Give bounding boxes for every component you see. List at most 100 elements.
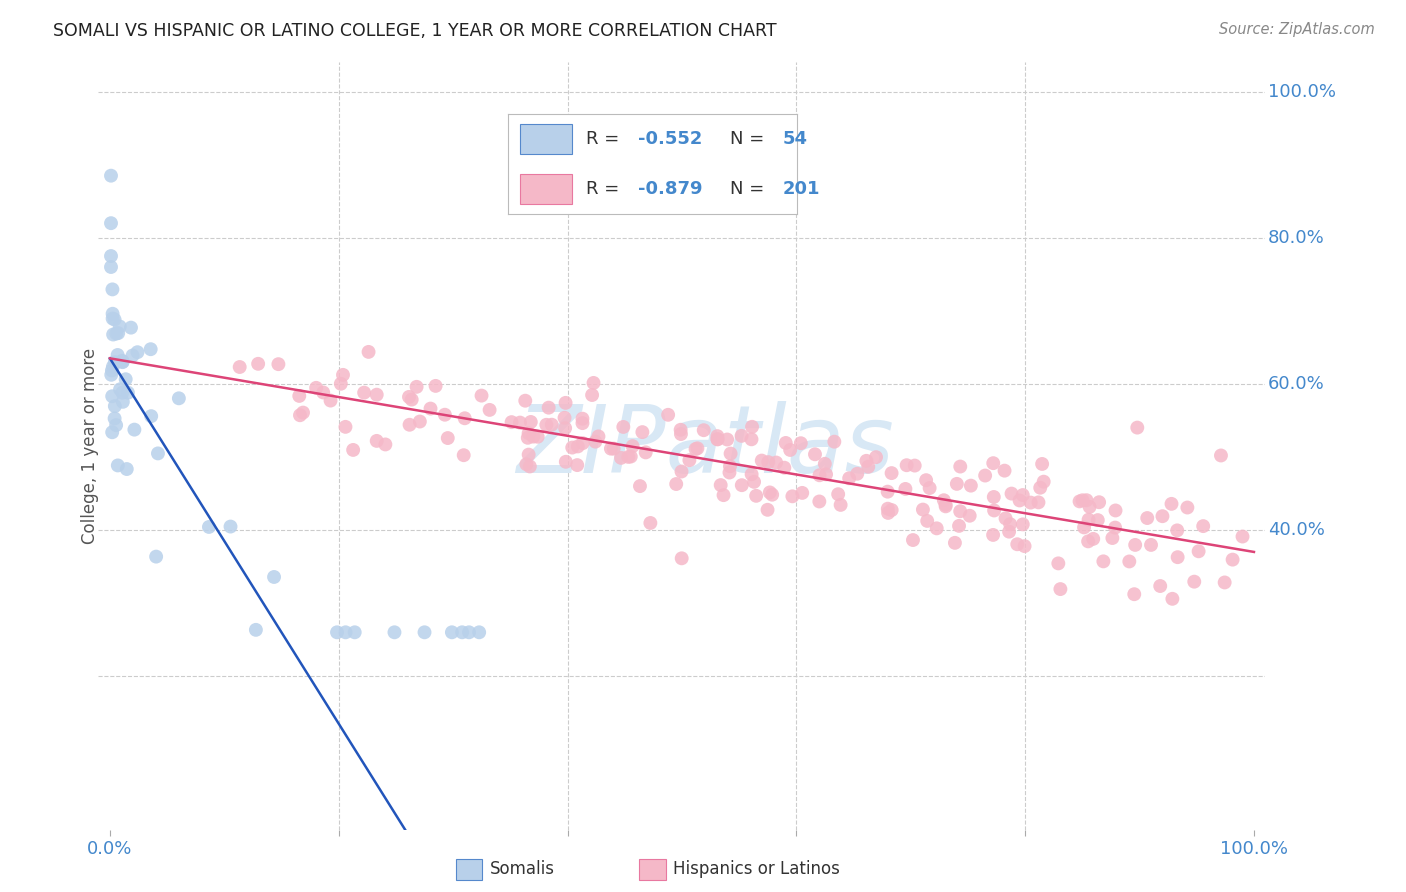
Point — [554, 396, 576, 410]
Point — [742, 475, 765, 489]
Point — [100, 368, 122, 382]
Point — [827, 487, 849, 501]
Point — [1077, 513, 1099, 527]
Point — [1007, 537, 1029, 551]
Point — [1000, 486, 1022, 500]
Point — [1019, 495, 1042, 509]
Point — [671, 465, 693, 479]
Point — [983, 503, 1005, 517]
Point — [554, 410, 576, 425]
Point — [686, 442, 709, 456]
Point — [104, 399, 127, 413]
Point — [994, 511, 1017, 525]
Point — [710, 478, 733, 492]
Text: -0.879: -0.879 — [638, 179, 703, 198]
Point — [745, 489, 768, 503]
Point — [808, 494, 831, 508]
Point — [139, 342, 162, 356]
Point — [756, 455, 779, 469]
Point — [877, 506, 900, 520]
Point — [384, 625, 406, 640]
Point — [111, 354, 134, 368]
Point — [526, 430, 548, 444]
Point — [612, 420, 634, 434]
Point — [343, 625, 366, 640]
Point — [537, 401, 560, 415]
Point — [741, 467, 763, 482]
Point — [468, 625, 491, 640]
Point — [815, 467, 838, 482]
Point — [1088, 495, 1111, 509]
Point — [108, 382, 131, 396]
Point — [1032, 475, 1054, 489]
Point — [718, 459, 741, 474]
Point — [620, 450, 643, 464]
Point — [1209, 449, 1232, 463]
Point — [855, 454, 877, 468]
Point — [865, 450, 887, 465]
Point — [718, 466, 741, 480]
Point — [571, 436, 593, 450]
Point — [436, 431, 458, 445]
Point — [413, 625, 436, 640]
Point — [114, 372, 136, 386]
Point — [631, 425, 654, 439]
Point — [823, 434, 845, 449]
Point — [665, 477, 688, 491]
Point — [1069, 494, 1091, 508]
Point — [247, 357, 270, 371]
Point — [536, 417, 558, 432]
Point — [1078, 500, 1101, 514]
Point — [1104, 520, 1126, 534]
Point — [628, 479, 651, 493]
Point — [943, 536, 966, 550]
Point — [617, 450, 640, 464]
Text: N =: N = — [731, 130, 770, 148]
Point — [522, 429, 544, 443]
Point — [1049, 582, 1071, 596]
Point — [267, 357, 290, 371]
Point — [790, 436, 813, 450]
Point — [1028, 495, 1050, 509]
Point — [107, 348, 129, 362]
Point — [104, 411, 127, 425]
Point — [782, 489, 804, 503]
Point — [1123, 538, 1146, 552]
Point — [1182, 574, 1205, 589]
Point — [111, 385, 134, 400]
Point — [312, 385, 335, 400]
Point — [640, 516, 662, 530]
Point — [332, 368, 354, 382]
Point — [1104, 503, 1126, 517]
Point — [1031, 457, 1053, 471]
Point — [478, 403, 501, 417]
Point — [974, 468, 997, 483]
Point — [1152, 509, 1174, 524]
Point — [451, 625, 474, 640]
Point — [773, 460, 796, 475]
Point — [946, 476, 969, 491]
Point — [669, 427, 692, 442]
Point — [932, 493, 955, 508]
Point — [105, 418, 128, 433]
Point — [915, 514, 938, 528]
Point — [104, 355, 127, 369]
Point — [761, 488, 783, 502]
Point — [911, 502, 934, 516]
Point — [959, 508, 981, 523]
Point — [998, 517, 1021, 532]
Text: 60.0%: 60.0% — [1268, 375, 1324, 392]
Point — [105, 326, 128, 341]
Point — [706, 432, 728, 446]
Point — [101, 363, 124, 377]
Point — [366, 434, 388, 448]
Point — [779, 442, 801, 457]
Point — [756, 503, 779, 517]
Point — [960, 478, 983, 492]
Point — [1166, 524, 1188, 538]
Point — [1160, 497, 1182, 511]
Point — [127, 345, 149, 359]
Point — [588, 429, 610, 443]
Point — [713, 488, 735, 502]
Point — [167, 392, 190, 406]
